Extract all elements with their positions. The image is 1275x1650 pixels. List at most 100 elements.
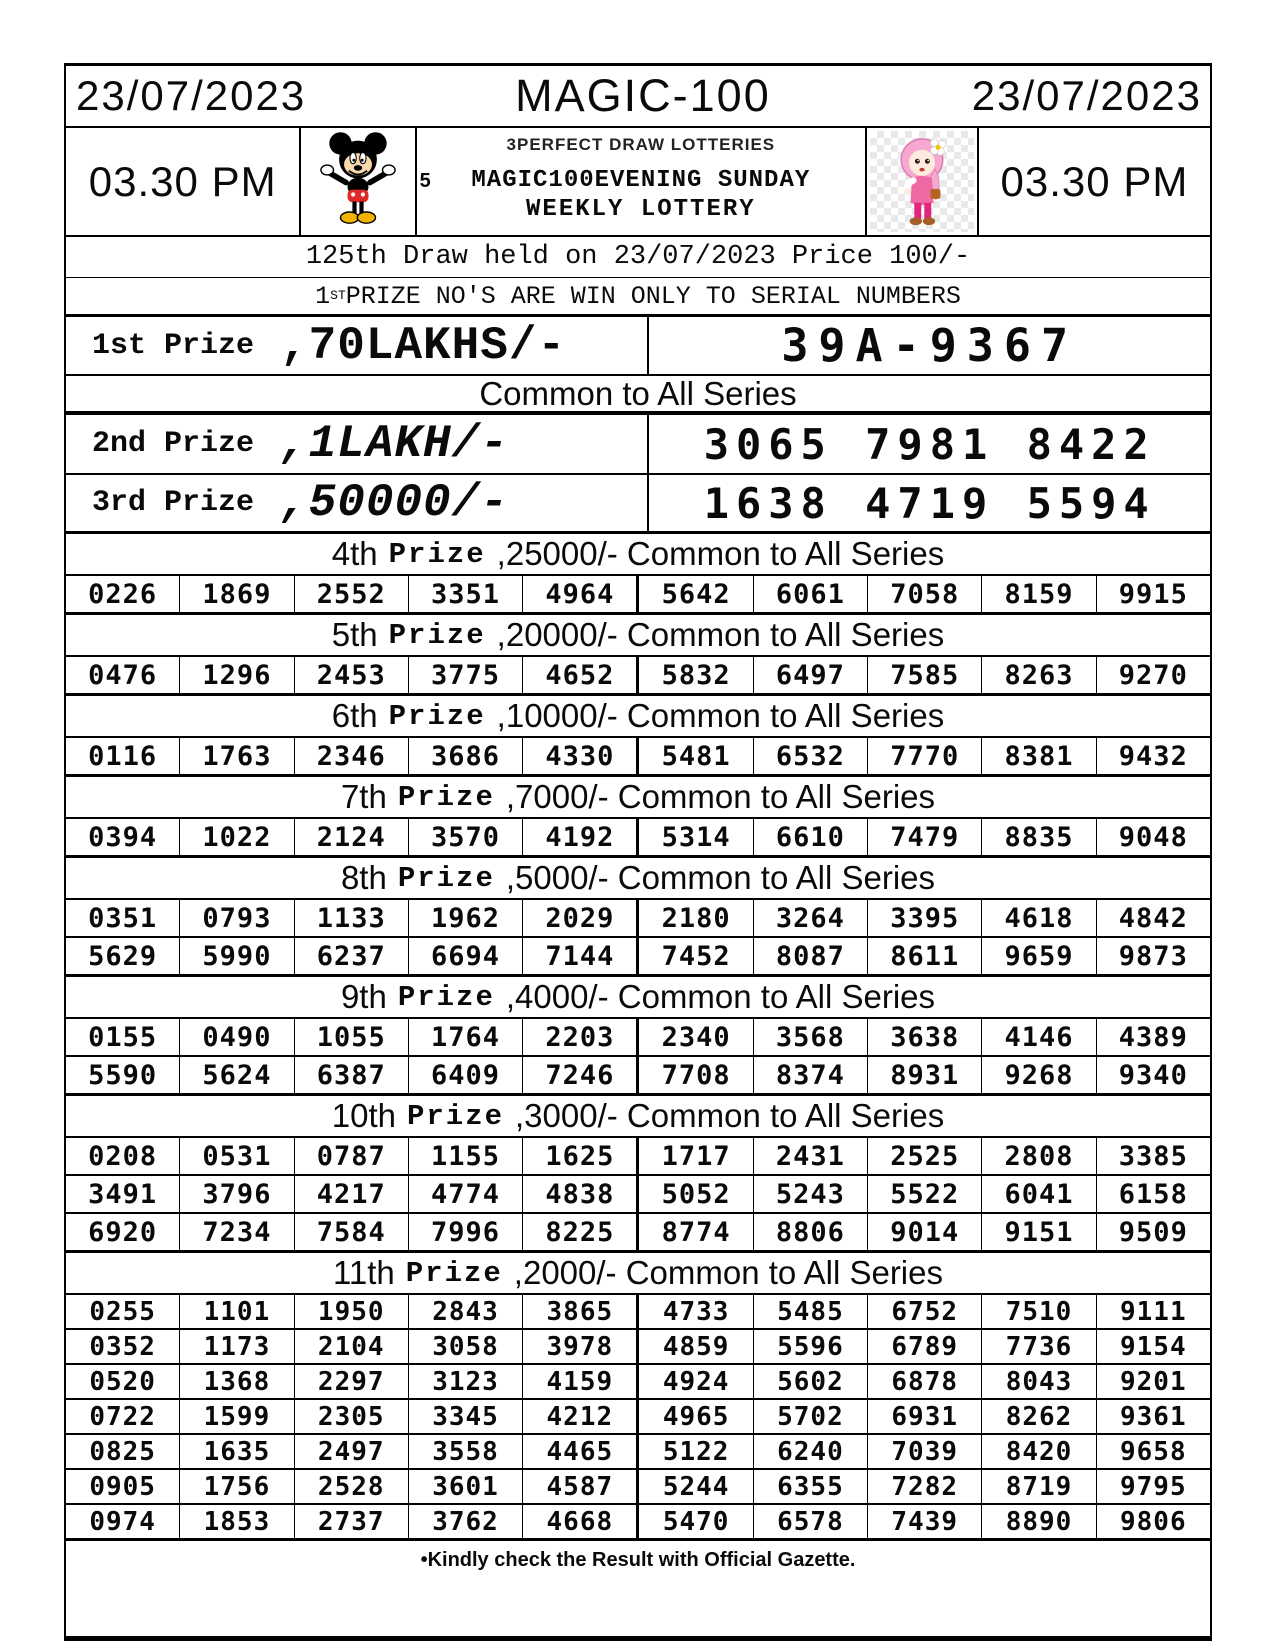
prize-number-cell: 4774: [409, 1176, 524, 1212]
prize-number-cell: 9201: [1120, 1366, 1187, 1397]
prize-number-cell: 4924: [639, 1365, 754, 1398]
prize-number-cell: 9270: [1118, 659, 1188, 691]
prize-number-cell: 1173: [180, 1330, 295, 1363]
prize-number-cell: 7144: [523, 938, 640, 974]
prize-number-cell: 7058: [868, 576, 983, 612]
prize-number-cell: 5832: [639, 657, 754, 693]
prize-number-cell: 4618: [982, 900, 1097, 936]
number-row: 0722 1599 2305 3345 4212 4965 5702 6931 8262 9361: [66, 1398, 1210, 1433]
prize-number-cell: 9014: [868, 1214, 983, 1250]
prize-number-cell: 9432: [1118, 740, 1188, 772]
prize-number-cell: 9111: [1120, 1296, 1187, 1327]
prize-number-cell: 5596: [754, 1330, 869, 1363]
prize-number-cell: 3123: [409, 1365, 524, 1398]
prize-number-cell: 6694: [409, 938, 524, 974]
prize-number-cell: 3601: [409, 1470, 524, 1503]
prize-number-cell: 0793: [180, 900, 295, 936]
number-row: 0155 0490 1055 1764 2203 2340 3568 3638 4146 4389: [66, 1017, 1210, 1055]
prize-number-cell: 9658: [1120, 1436, 1187, 1467]
prize-number-cell: 4146: [982, 1019, 1097, 1055]
prize-section: 9th Prize ,4000/- Common to All Series 0155…: [66, 974, 1210, 1093]
prize-number-cell: 2737: [295, 1505, 409, 1538]
section-amount-note: ,7000/- Common to All Series: [505, 778, 936, 815]
prize-number-cell: 1950: [295, 1295, 409, 1328]
third-prize-label-cell: 3rd Prize ,50000/-: [66, 475, 650, 531]
section-word: Prize: [397, 980, 495, 1014]
prize-number-cell: 4465: [523, 1435, 640, 1468]
prize-number-cell: 3796: [180, 1176, 295, 1212]
lottery-type: WEEKLY LOTTERY: [526, 196, 756, 223]
section-amount-note: ,2000/- Common to All Series: [513, 1254, 943, 1291]
prize-number-cell: 1101: [180, 1295, 295, 1328]
prize-number-cell: 8159: [982, 576, 1097, 612]
prize-number-cell: 9795: [1120, 1471, 1187, 1502]
prize-number-cell: 9268: [982, 1057, 1097, 1093]
prize-number-cell: 1133: [295, 900, 409, 936]
prize-number-cell: 1869: [180, 576, 295, 612]
prize-number-cell: 2346: [295, 738, 409, 774]
prize-number-cell: 5602: [754, 1365, 869, 1398]
section-ordinal: 7th: [340, 778, 387, 815]
section-ordinal: 6th: [331, 697, 378, 734]
prize-number-cell: 9873: [1118, 940, 1188, 972]
prize-number-cell: 0531: [180, 1138, 295, 1174]
prize-number-cell: 2497: [295, 1435, 409, 1468]
masthead-row: 03.30 PM: [66, 126, 1210, 235]
prize-number-cell: 8835: [982, 819, 1097, 855]
section-ordinal: 5th: [331, 616, 378, 653]
prize-number-cell: 5052: [639, 1176, 754, 1212]
prize-number-cell: 4838: [523, 1176, 640, 1212]
section-ordinal: 8th: [340, 859, 387, 896]
prize-number-cell: 7770: [868, 738, 983, 774]
draw-time-right: 03.30 PM: [1000, 157, 1189, 205]
prize-number-cell: 6240: [754, 1435, 869, 1468]
section-amount-note: ,5000/- Common to All Series: [505, 859, 936, 896]
number-row: 0208 0531 0787 1155 1625 1717 2431 2525 2808 3385: [66, 1136, 1210, 1174]
prize-number-cell: 4842: [1118, 902, 1188, 934]
prize-number-cell: 1155: [409, 1138, 524, 1174]
prize-number-cell: 3762: [409, 1505, 524, 1538]
prize-number-cell: 0722: [66, 1400, 181, 1433]
prize-number-cell: 8774: [639, 1214, 754, 1250]
section-word: Prize: [397, 861, 495, 895]
prize-number-cell: 9915: [1118, 578, 1188, 610]
prize-number-cell: 7510: [982, 1295, 1097, 1328]
prize-number-cell: 6789: [868, 1330, 983, 1363]
prize-number-cell: 8381: [982, 738, 1097, 774]
section-word: Prize: [405, 1256, 503, 1290]
prize-number-cell: 7479: [868, 819, 983, 855]
second-prize-label: 2nd Prize: [92, 427, 255, 461]
number-row: 0394 1022 2124 3570 4192 5314 6610 7479 8835 9048: [66, 817, 1210, 855]
prize-number-cell: 4212: [523, 1400, 640, 1433]
third-prize-label: 3rd Prize: [92, 486, 255, 520]
prize-number-cell: 0974: [66, 1505, 181, 1538]
prize-number-cell: 7996: [409, 1214, 524, 1250]
prize-number-cell: 7708: [639, 1057, 754, 1093]
prize-number-cell: 4733: [639, 1295, 754, 1328]
section-word: Prize: [388, 699, 486, 733]
prize-number-cell: 3978: [523, 1330, 640, 1363]
first-prize-amount: ,70LAKHS/-: [280, 319, 567, 372]
second-prize-label-cell: 2nd Prize ,1LAKH/-: [66, 415, 650, 473]
section-header: 9th Prize ,4000/- Common to All Series: [66, 974, 1210, 1017]
prize-number-cell: 6387: [295, 1057, 409, 1093]
section-ordinal: 4th: [331, 535, 378, 572]
prize-number-cell: 3345: [409, 1400, 524, 1433]
prize-number-cell: 3351: [409, 576, 524, 612]
prize-section: 10th Prize ,3000/- Common to All Series 020…: [66, 1093, 1210, 1250]
prize-number-cell: 3686: [409, 738, 524, 774]
prize-number-cell: 4389: [1118, 1021, 1188, 1053]
prize-number-cell: 6041: [982, 1176, 1097, 1212]
prize-section: 11th Prize ,2000/- Common to All Series 025…: [66, 1250, 1210, 1538]
number-row: 0255 1101 1950 2843 3865 4733 5485 6752 7510 9111: [66, 1293, 1210, 1328]
prize-number-cell: 9659: [982, 938, 1097, 974]
prize-number-cell: 0116: [66, 738, 181, 774]
prize-number-cell: 8611: [868, 938, 983, 974]
prize-number-cell: 8263: [982, 657, 1097, 693]
prize-number-cell: 0155: [66, 1019, 181, 1055]
third-prize-row: 3rd Prize ,50000/- 1638 4719 5594: [66, 473, 1210, 531]
prize-number-cell: 2104: [295, 1330, 409, 1363]
first-prize-row: 1st Prize ,70LAKHS/- 39A-9367: [66, 314, 1210, 374]
gazette-note: •Kindly check the Result with Official G…: [66, 1538, 1210, 1580]
prize-number-cell: 3264: [754, 900, 869, 936]
